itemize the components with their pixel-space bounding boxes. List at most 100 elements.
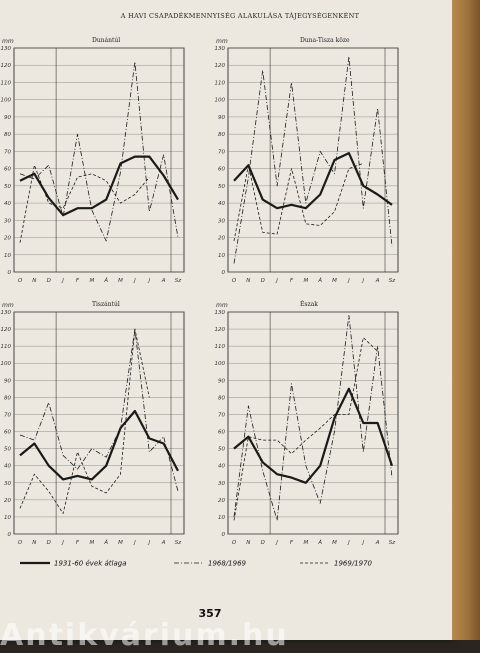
y-tick-label: 110 bbox=[215, 80, 226, 86]
x-tick-label: N bbox=[32, 278, 36, 284]
y-tick-label: 120 bbox=[215, 327, 226, 333]
y-axis-label: mm bbox=[216, 302, 228, 309]
x-tick-label: D bbox=[47, 278, 51, 284]
chart-title: Duna-Tisza köze bbox=[300, 37, 350, 44]
x-tick-label: A bbox=[161, 540, 166, 546]
book-page: A HAVI CSAPADÉKMENNYISÉG ALAKULÁSA TÁJEG… bbox=[0, 0, 452, 640]
x-tick-label: M bbox=[332, 540, 337, 546]
legend-label: 1931-60 évek átlaga bbox=[54, 560, 127, 568]
page-header-title: A HAVI CSAPADÉKMENNYISÉG ALAKULÁSA TÁJEG… bbox=[120, 12, 360, 20]
x-tick-label: A bbox=[375, 278, 380, 284]
y-tick-label: 130 bbox=[215, 46, 226, 52]
x-tick-label: F bbox=[290, 278, 294, 284]
y-tick-label: 30 bbox=[218, 218, 225, 224]
y-tick-label: 40 bbox=[218, 201, 225, 207]
watermark-text: Antikvárium.hu bbox=[0, 618, 289, 653]
y-tick-label: 70 bbox=[4, 149, 11, 155]
y-tick-label: 60 bbox=[218, 167, 225, 173]
legend-label: 1969/1970 bbox=[334, 560, 373, 568]
x-tick-label: Á bbox=[103, 277, 108, 284]
series-line-1931-60-vek-tlaga bbox=[233, 152, 393, 210]
y-tick-label: 40 bbox=[218, 464, 225, 470]
plot-frame bbox=[227, 47, 399, 273]
y-tick-label: 10 bbox=[218, 515, 225, 521]
x-tick-label: Sz bbox=[389, 278, 395, 284]
legend: 1931-60 évek átlaga 1968/1969 1969/1970 bbox=[20, 560, 373, 568]
y-tick-label: 10 bbox=[4, 253, 11, 259]
x-tick-label: A bbox=[161, 278, 166, 284]
x-tick-label: O bbox=[18, 278, 23, 284]
y-tick-label: 80 bbox=[218, 132, 225, 138]
x-tick-label: Sz bbox=[389, 540, 395, 546]
x-tick-label: J bbox=[133, 540, 136, 546]
x-tick-label: J bbox=[275, 278, 278, 284]
x-tick-label: M bbox=[303, 278, 308, 284]
x-tick-label: M bbox=[89, 540, 94, 546]
y-tick-label: 50 bbox=[218, 184, 225, 190]
y-tick-label: 50 bbox=[218, 447, 225, 453]
y-tick-label: 120 bbox=[1, 63, 12, 69]
x-tick-label: N bbox=[246, 278, 250, 284]
y-tick-label: 50 bbox=[4, 184, 11, 190]
y-tick-label: 60 bbox=[218, 430, 225, 436]
y-tick-label: 70 bbox=[4, 412, 11, 418]
x-tick-label: J bbox=[61, 540, 64, 546]
y-tick-label: 50 bbox=[4, 447, 11, 453]
chart-title: Tiszántúl bbox=[92, 301, 120, 308]
x-tick-label: J bbox=[347, 540, 350, 546]
x-tick-label: M bbox=[118, 278, 123, 284]
x-tick-label: M bbox=[118, 540, 123, 546]
x-tick-label: M bbox=[89, 278, 94, 284]
y-tick-label: 80 bbox=[4, 132, 11, 138]
y-tick-label: 100 bbox=[215, 361, 226, 367]
x-tick-label: J bbox=[147, 540, 150, 546]
y-tick-label: 90 bbox=[4, 115, 11, 121]
y-axis-label: mm bbox=[216, 38, 228, 45]
x-tick-label: F bbox=[76, 278, 80, 284]
x-tick-label: J bbox=[147, 278, 150, 284]
y-tick-label: 80 bbox=[4, 395, 11, 401]
series-line-1969-1970 bbox=[19, 164, 150, 243]
x-tick-label: J bbox=[347, 278, 350, 284]
y-tick-label: 100 bbox=[1, 98, 12, 104]
plot-frame bbox=[13, 311, 185, 535]
y-tick-label: 130 bbox=[215, 310, 226, 316]
x-tick-label: J bbox=[275, 540, 278, 546]
y-tick-label: 60 bbox=[4, 167, 11, 173]
y-tick-label: 20 bbox=[4, 236, 11, 242]
y-tick-label: 60 bbox=[4, 430, 11, 436]
x-tick-label: J bbox=[61, 278, 64, 284]
y-tick-label: 90 bbox=[4, 378, 11, 384]
series-line-1969-1970 bbox=[19, 328, 150, 514]
series-line-1968-1969 bbox=[19, 61, 179, 242]
series-line-1968-1969 bbox=[233, 56, 393, 264]
y-tick-label: 40 bbox=[4, 464, 11, 470]
y-tick-label: 30 bbox=[4, 218, 11, 224]
y-tick-label: 100 bbox=[215, 98, 226, 104]
y-tick-label: 80 bbox=[218, 395, 225, 401]
y-tick-label: 20 bbox=[4, 498, 11, 504]
y-tick-label: 110 bbox=[1, 344, 12, 350]
y-tick-label: 90 bbox=[218, 115, 225, 121]
x-tick-label: M bbox=[303, 540, 308, 546]
x-tick-label: Á bbox=[103, 539, 108, 546]
x-tick-label: O bbox=[232, 278, 237, 284]
y-tick-label: 120 bbox=[215, 63, 226, 69]
x-tick-label: A bbox=[375, 540, 380, 546]
x-tick-label: O bbox=[232, 540, 237, 546]
x-tick-label: Á bbox=[317, 539, 322, 546]
y-tick-label: 10 bbox=[4, 515, 11, 521]
y-tick-label: 40 bbox=[4, 201, 11, 207]
series-line-1969-1970 bbox=[233, 337, 378, 521]
x-tick-label: F bbox=[76, 540, 80, 546]
series-line-1968-1969 bbox=[19, 328, 179, 492]
y-tick-label: 20 bbox=[218, 498, 225, 504]
series-line-1931-60-vek-tlaga bbox=[233, 387, 394, 484]
y-tick-label: 100 bbox=[1, 361, 12, 367]
x-tick-label: Á bbox=[317, 277, 322, 284]
